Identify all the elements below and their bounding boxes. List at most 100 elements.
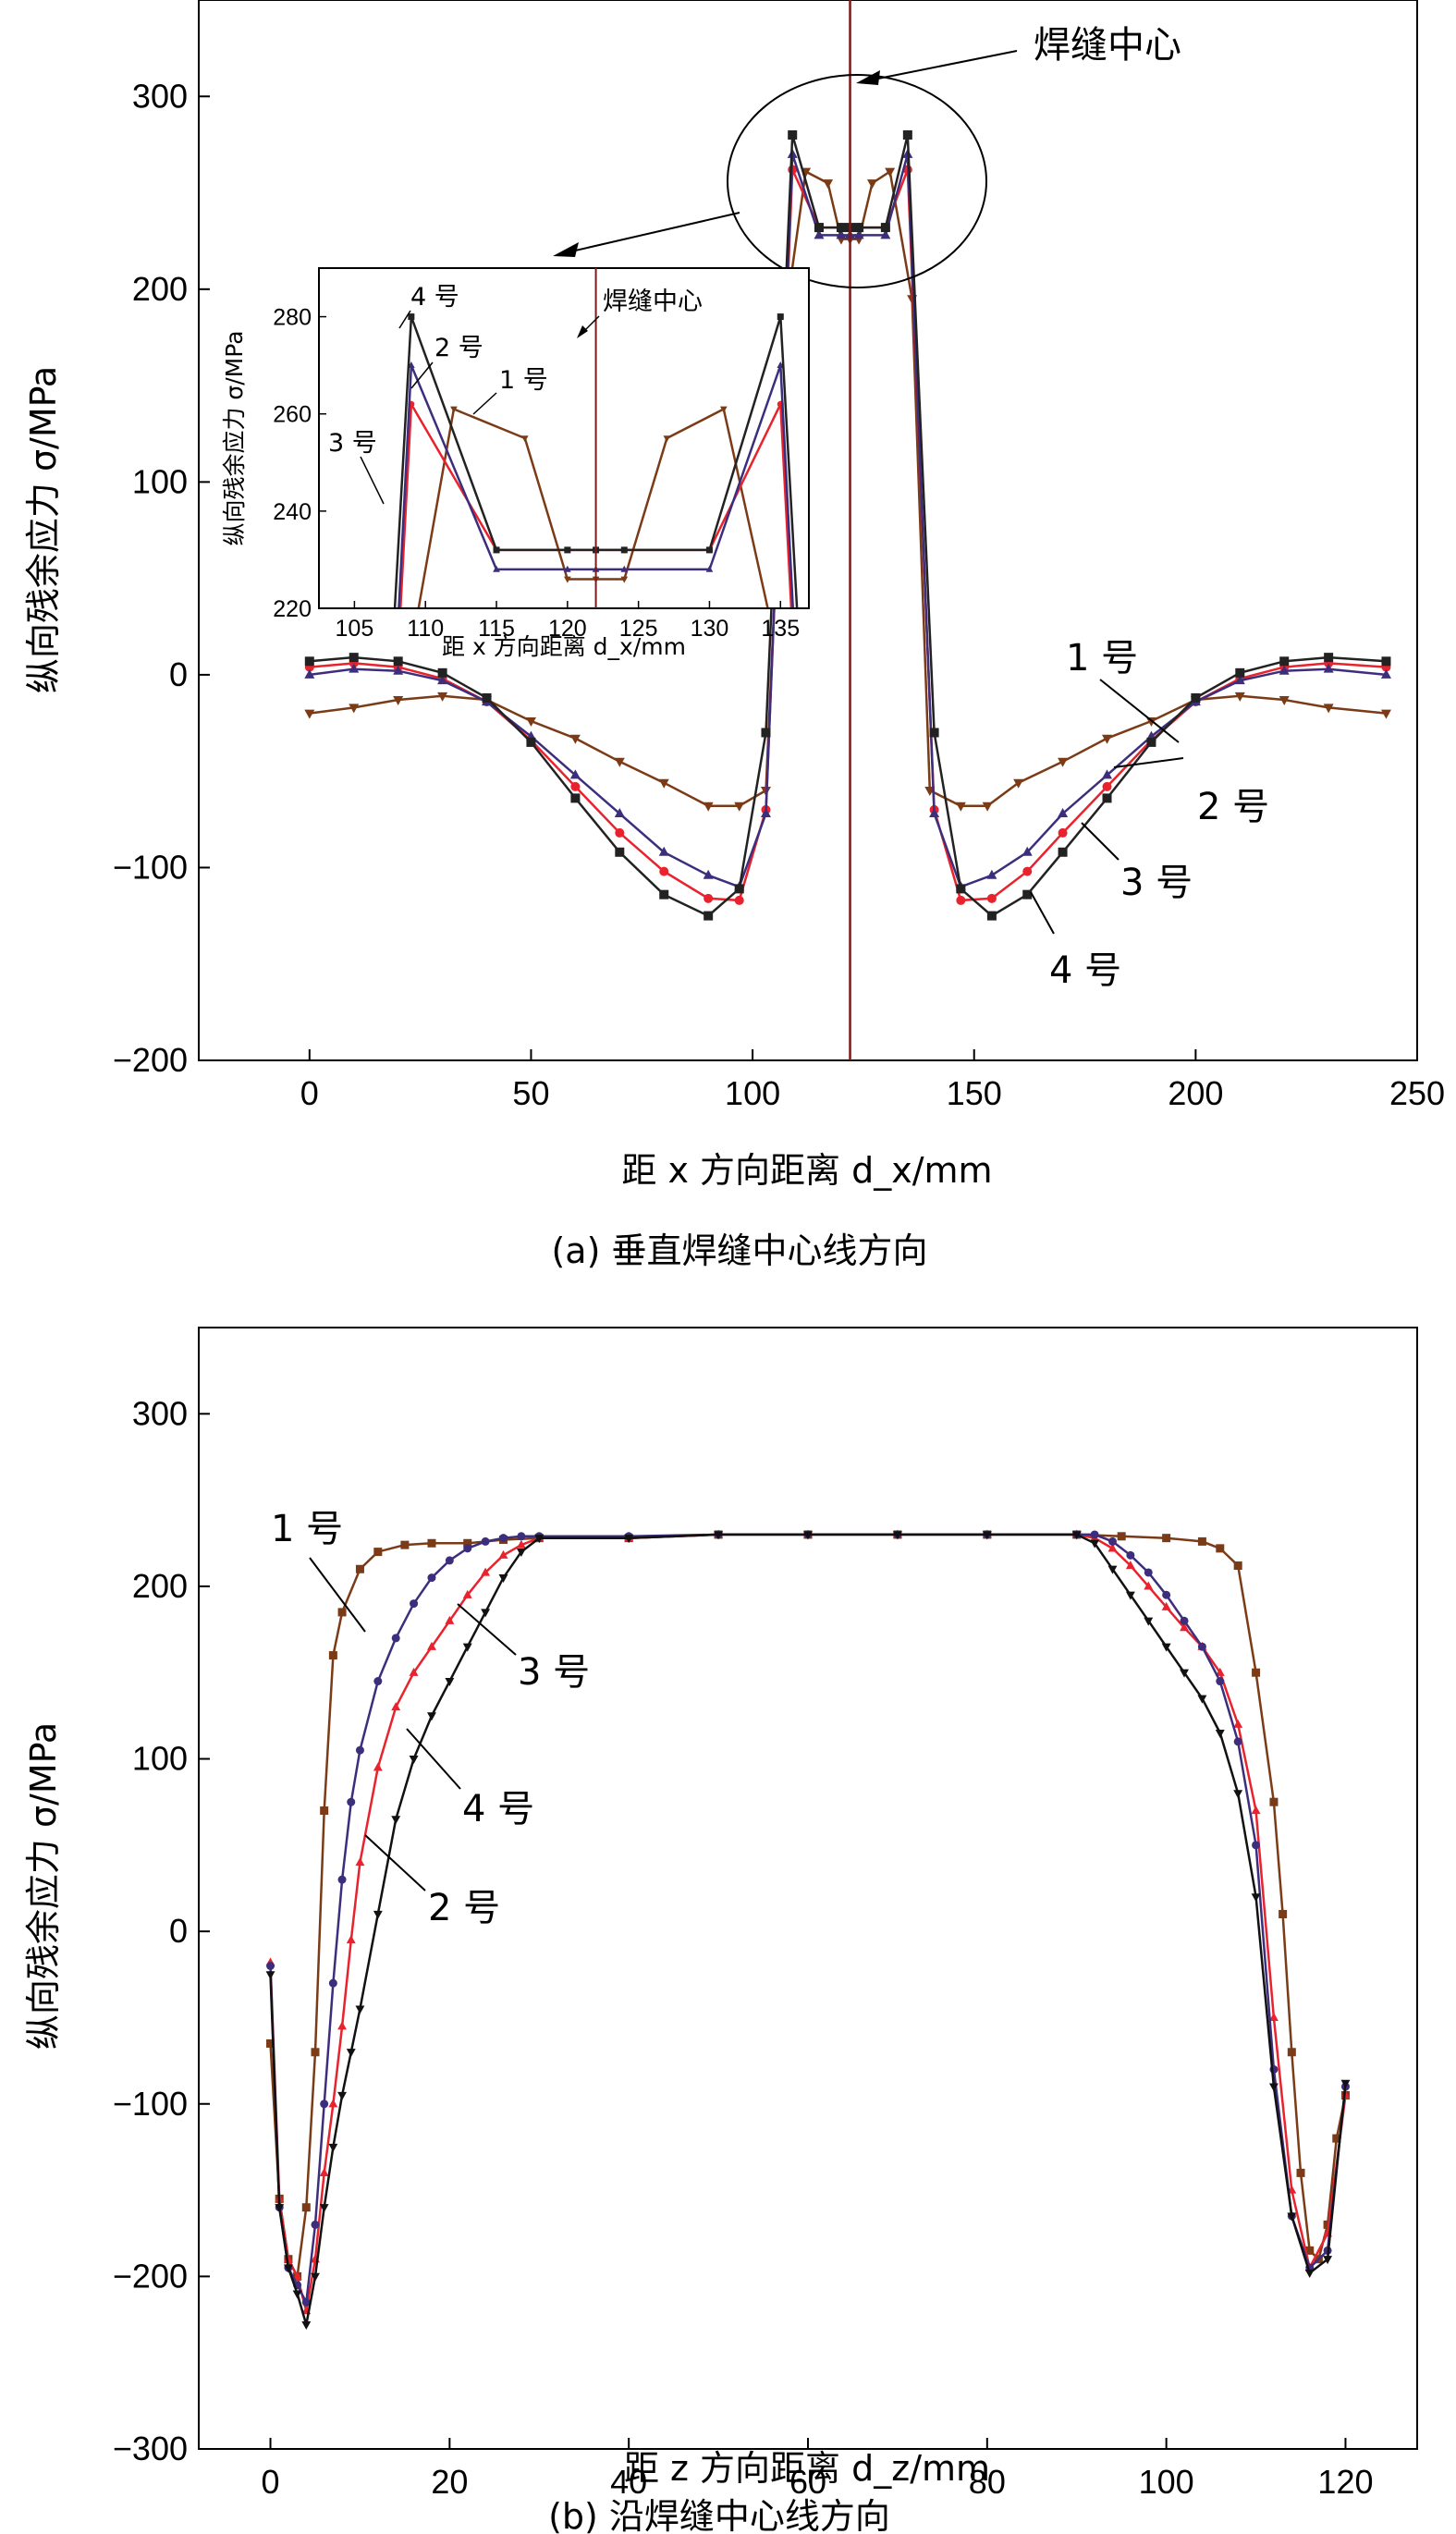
data-point <box>704 911 714 921</box>
data-point <box>1197 1536 1206 1546</box>
data-point <box>1126 1550 1135 1560</box>
data-point <box>1058 827 1068 838</box>
inset-data-point <box>0 2170 3 2176</box>
inset-data-point <box>948 2005 955 2012</box>
data-point <box>498 1573 508 1583</box>
data-point <box>1340 2079 1351 2088</box>
data-point <box>409 1667 419 1676</box>
data-point <box>462 1643 472 1652</box>
data-point <box>1251 1893 1261 1903</box>
caption-b: (b) 沿焊缝中心线方向 <box>548 2496 890 2534</box>
annotation-4: 4 号 <box>1049 949 1121 992</box>
data-point <box>266 2038 275 2048</box>
data-point <box>373 1677 383 1686</box>
inset-x-tick-label: 120 <box>548 616 587 642</box>
axis-ticks-b: 0 20 40 60 80 100 120 −300 −200 −100 0 100 200 300 <box>113 1394 1374 2501</box>
data-point <box>328 1978 337 1988</box>
data-point <box>658 778 669 789</box>
inset-data-point <box>450 406 458 413</box>
data-point <box>1233 1561 1242 1571</box>
y-tick-label: 100 <box>132 462 188 500</box>
inset-data-point <box>493 546 500 554</box>
data-point <box>1287 2048 1296 2057</box>
data-point <box>391 1816 401 1825</box>
data-point <box>1022 846 1033 856</box>
data-point <box>463 1544 472 1553</box>
data-point <box>836 223 846 233</box>
data-point <box>956 884 966 894</box>
inset-data-point <box>863 2024 870 2030</box>
inset-data-point <box>1047 2282 1054 2288</box>
panel-a: 0 50 100 150 200 250 −200 −100 0 100 200 300 焊缝中心 1… <box>0 0 1445 2288</box>
x-tick-label: 0 <box>300 1074 319 1112</box>
data-point <box>319 2168 329 2177</box>
data-point <box>1180 1616 1189 1625</box>
data-point <box>516 1539 526 1549</box>
data-point <box>1102 734 1113 744</box>
data-point <box>880 229 891 239</box>
data-point <box>427 1538 436 1548</box>
data-point <box>1215 1729 1225 1738</box>
inset-data-point <box>394 728 401 734</box>
data-point <box>1197 1642 1206 1651</box>
inset-chart: 105 110 115 120 125 130 135 220 240 260 280 焊缝中心 距… <box>0 267 1054 2288</box>
data-point <box>1180 1622 1189 1632</box>
data-point <box>393 696 404 706</box>
data-point <box>1162 1590 1171 1599</box>
x-tick-label: 80 <box>969 2463 1006 2501</box>
inset-x-tick-label: 135 <box>761 616 800 642</box>
data-point <box>714 1531 724 1540</box>
y-tick-label: 200 <box>132 270 188 308</box>
data-point <box>803 1531 813 1540</box>
inset-data-point <box>493 565 500 572</box>
inset-data-point <box>238 2243 244 2249</box>
data-point <box>391 1634 400 1643</box>
zoom-arrow-line <box>558 212 740 255</box>
data-point <box>337 2091 348 2100</box>
data-point <box>1146 737 1156 747</box>
inset-data-point <box>620 576 629 583</box>
data-point <box>615 847 625 857</box>
inset-data-point <box>1047 2238 1054 2245</box>
data-point <box>311 2048 320 2057</box>
data-point <box>1216 1677 1225 1686</box>
data-point <box>1233 1737 1242 1746</box>
annotation-1: 1 号 <box>1066 637 1138 679</box>
zoom-arrow-head <box>553 242 579 257</box>
weld-center-arrow-head <box>856 70 880 85</box>
data-point <box>659 866 669 876</box>
x-tick-label: 150 <box>947 1074 1002 1112</box>
data-point <box>1324 653 1334 663</box>
data-point <box>320 1806 329 1816</box>
b-annotation-3: 3 号 <box>518 1651 590 1694</box>
data-point <box>615 827 625 838</box>
data-point <box>624 1535 634 1544</box>
data-point <box>304 709 315 719</box>
inset-data-point <box>1046 2179 1054 2185</box>
data-point <box>427 1712 436 1721</box>
data-point <box>347 1797 356 1806</box>
data-point <box>1216 1544 1225 1553</box>
data-point <box>346 1935 356 1944</box>
data-point <box>902 129 912 140</box>
inset-y-tick-label: 280 <box>273 305 312 331</box>
data-point <box>955 802 966 812</box>
x-tick-label: 50 <box>512 1074 549 1112</box>
data-point <box>1107 1543 1118 1552</box>
data-point <box>1191 692 1201 703</box>
y-tick-label: 200 <box>132 1567 188 1605</box>
inset-series-group <box>0 313 1054 2288</box>
data-point <box>393 656 403 667</box>
data-point <box>482 692 492 703</box>
b-annotation-2: 2 号 <box>428 1887 500 1929</box>
data-point <box>481 1536 490 1546</box>
data-point <box>1102 781 1112 791</box>
data-point <box>525 716 536 727</box>
data-point <box>760 808 771 818</box>
inset-data-point <box>520 435 529 443</box>
data-point <box>409 1755 419 1764</box>
y-tick-label: 0 <box>169 1912 188 1950</box>
data-point <box>658 846 669 856</box>
zoom-circle <box>727 74 987 288</box>
data-point <box>266 1961 275 1970</box>
